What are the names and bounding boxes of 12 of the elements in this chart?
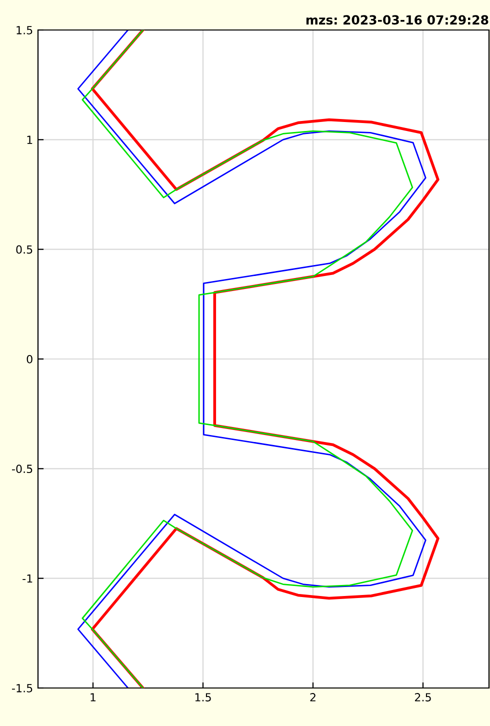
x-tick-label: 2.5: [414, 693, 431, 702]
y-tick-label: -1.5: [12, 684, 32, 692]
x-tick-label: 1: [90, 693, 96, 702]
y-tick-label: 0: [26, 354, 32, 364]
y-tick-label: -0.5: [12, 464, 32, 474]
x-tick-label: 2: [310, 693, 316, 702]
y-tick-label: 1.5: [16, 26, 32, 34]
y-tick-label: 1: [27, 136, 32, 144]
chart-title: mzs: 2023-03-16 07:29:28: [306, 15, 488, 25]
x-tick-label: 1.5: [195, 693, 211, 702]
y-tick-label: 0.5: [16, 245, 32, 254]
y-tick-label: -1: [22, 574, 32, 583]
